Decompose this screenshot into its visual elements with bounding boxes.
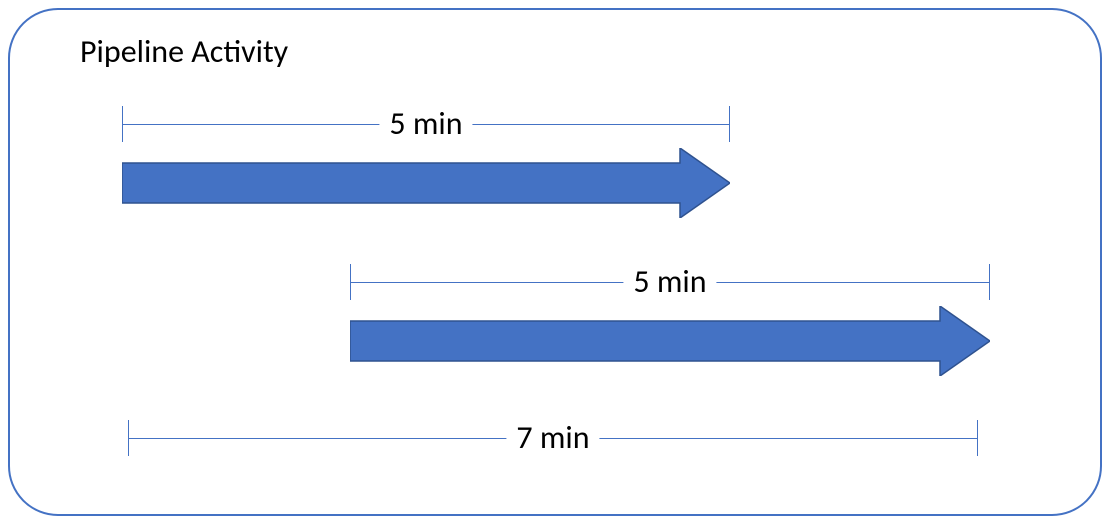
total-duration-bracket: 7 min — [128, 420, 978, 456]
diagram-title: Pipeline Activity — [80, 32, 288, 71]
pipeline-arrow-1 — [122, 148, 730, 218]
pipeline-arrow-2 — [350, 306, 990, 376]
duration-bracket-1-label: 5 min — [379, 104, 472, 143]
diagram-container: Pipeline Activity 5 min 5 min 7 min — [8, 8, 1102, 516]
total-duration-bracket-label: 7 min — [506, 418, 599, 457]
duration-bracket-2-label: 5 min — [623, 262, 716, 301]
duration-bracket-2: 5 min — [350, 264, 990, 300]
duration-bracket-1: 5 min — [122, 106, 730, 142]
